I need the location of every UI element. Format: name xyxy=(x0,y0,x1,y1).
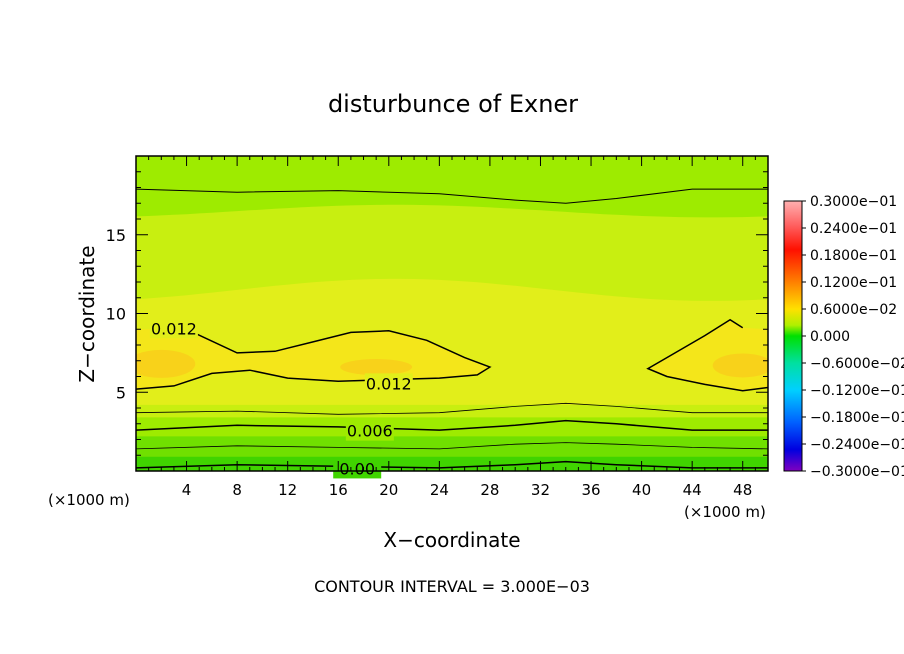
y-axis-ticks: 5 10 15 xyxy=(106,171,768,472)
y-tick-label: 5 xyxy=(116,383,126,402)
colorbar-label: 0.3000e−01 xyxy=(810,194,897,210)
contour-label-bg xyxy=(149,318,198,339)
contour-0006 xyxy=(136,419,768,431)
contour-labels: 0.012 0.012 0.006 0.00 xyxy=(149,318,413,479)
contour-0008 xyxy=(136,402,768,415)
colorbar-label: 0.1200e−01 xyxy=(810,275,897,291)
colorbar-label: −0.3000e−01 xyxy=(810,464,904,480)
x-tick-label: 44 xyxy=(683,481,702,499)
y-tick-label: 15 xyxy=(106,226,126,245)
x-tick-label: 12 xyxy=(278,481,297,499)
x-tick-label: 32 xyxy=(531,481,550,499)
max-right xyxy=(712,353,768,378)
contour-label-bg xyxy=(364,373,413,394)
x-tick-label: 48 xyxy=(733,481,752,499)
contour-0004 xyxy=(136,442,768,450)
x-tick-label: 8 xyxy=(232,481,242,499)
x-tick-label: 24 xyxy=(430,481,449,499)
chart-title: disturbunce of Exner xyxy=(328,90,578,118)
x-tick-label: 28 xyxy=(480,481,499,499)
contour-0012-left xyxy=(136,328,492,390)
contour-lines xyxy=(136,188,768,469)
max-center xyxy=(340,359,413,376)
y-tick-label: 10 xyxy=(106,305,126,324)
x-unit-left: (×1000 m) xyxy=(48,491,130,509)
x-axis-ticks: 4 8 12 16 20 24 28 32 36 40 44 48 xyxy=(135,156,769,499)
contour-interval: CONTOUR INTERVAL = 3.000E−03 xyxy=(314,577,590,596)
contour-label: 0.012 xyxy=(366,374,412,393)
contour-label: 0.012 xyxy=(151,319,197,338)
x-tick-label: 20 xyxy=(379,481,398,499)
x-tick-label: 16 xyxy=(329,481,348,499)
colorbar-label: 0.1800e−01 xyxy=(810,248,897,264)
colorbar-label: −0.1200e−01 xyxy=(810,383,904,399)
contour-label: 0.006 xyxy=(347,422,393,441)
x-tick-label: 40 xyxy=(632,481,651,499)
colorbar-labels: 0.3000e−01 0.2400e−01 0.1800e−01 0.1200e−01… xyxy=(802,194,904,480)
colorbar-label: −0.6000e−02 xyxy=(810,356,904,372)
band-lowest xyxy=(136,456,768,471)
contour-0000 xyxy=(136,460,768,469)
colorbar-label: 0.6000e−02 xyxy=(810,302,897,318)
colorbar-label: 0.000 xyxy=(810,329,850,345)
contour-0012-right xyxy=(646,318,768,392)
colorbar xyxy=(783,200,803,472)
contour-label-bg xyxy=(345,420,394,441)
x-tick-label: 4 xyxy=(182,481,192,499)
contour-upper xyxy=(136,188,768,204)
max-left xyxy=(136,349,196,378)
colorbar-label: 0.2400e−01 xyxy=(810,221,897,237)
y-axis-label: Z−coordinate xyxy=(75,245,99,382)
x-axis-label: X−coordinate xyxy=(383,528,520,552)
colorbar-label: −0.1800e−01 xyxy=(810,410,904,426)
x-unit-right: (×1000 m) xyxy=(684,503,766,521)
contour-label: 0.00 xyxy=(339,459,375,478)
contour-fill xyxy=(136,156,768,471)
colorbar-label: −0.2400e−01 xyxy=(810,437,904,453)
contour-label-bg xyxy=(333,458,382,479)
x-tick-label: 36 xyxy=(581,481,600,499)
